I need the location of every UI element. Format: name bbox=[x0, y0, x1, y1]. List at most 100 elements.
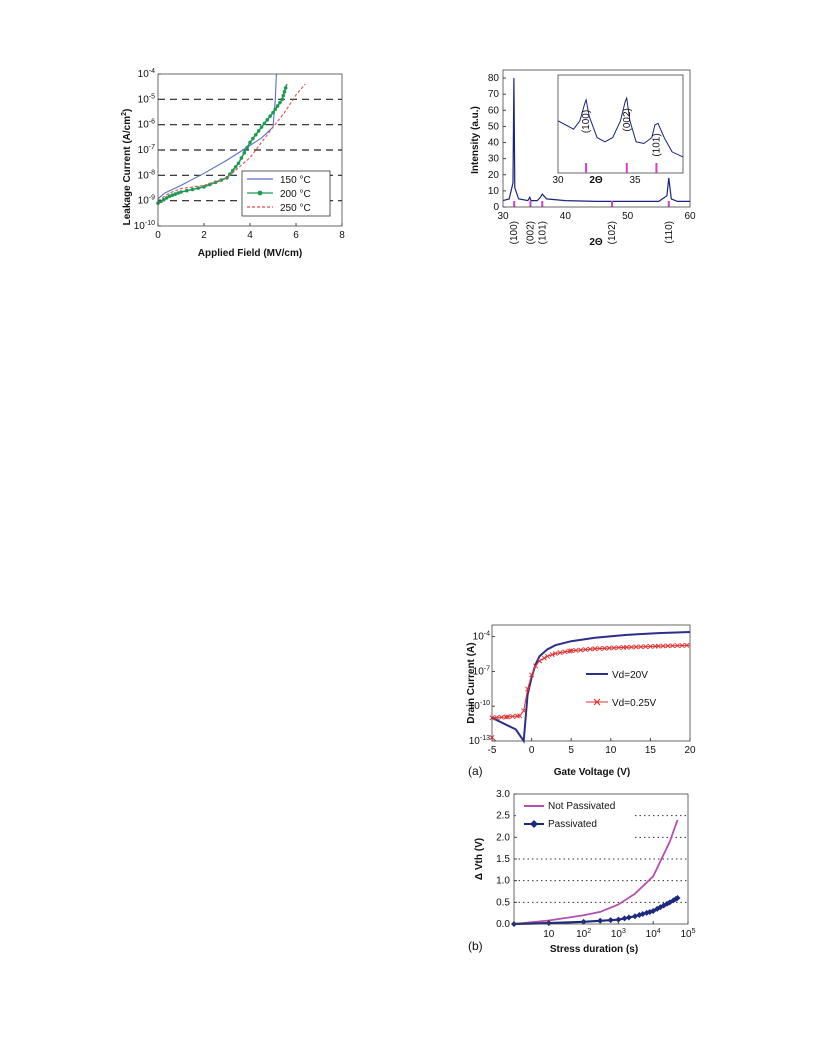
xrd-ytick-label: 40 bbox=[488, 138, 500, 149]
ytick-base: 10 bbox=[138, 170, 150, 181]
leakage-point-200 bbox=[265, 118, 270, 122]
stress-xtick-label: 103 bbox=[611, 928, 626, 940]
ytick-base: 10 bbox=[138, 145, 150, 156]
transfer-series-line-1 bbox=[491, 644, 691, 719]
transfer-marker-x bbox=[624, 644, 630, 650]
stress-marker-diamond bbox=[621, 915, 628, 922]
stress-xtick-label: 105 bbox=[680, 928, 695, 940]
xtick-exponent: 3 bbox=[622, 928, 626, 935]
transfer-xtick-label: 5 bbox=[568, 745, 574, 756]
legend-label-vd025: Vd=0.25V bbox=[612, 698, 657, 709]
ytick-base: 10 bbox=[138, 120, 150, 131]
transfer-marker-x bbox=[647, 643, 653, 649]
ytick-base: 10 bbox=[138, 196, 150, 207]
leakage-ytick-label: 10-8 bbox=[138, 169, 155, 181]
transfer-ytick-label: 10-4 bbox=[473, 631, 490, 643]
transfer-marker-x bbox=[494, 715, 500, 721]
transfer-marker-x bbox=[562, 649, 568, 655]
stress-panel-label: (b) bbox=[468, 939, 483, 953]
stress-series bbox=[511, 819, 681, 927]
leakage-point-200 bbox=[225, 175, 229, 180]
xtick-exponent: 5 bbox=[692, 928, 696, 935]
leakage-point-200 bbox=[256, 129, 261, 133]
leakage-x-ticks: 0 2 4 6 8 bbox=[155, 223, 345, 241]
stress-xtick-label: 10 bbox=[543, 929, 555, 940]
transfer-marker-x bbox=[643, 644, 649, 650]
xrd-ytick-label: 70 bbox=[488, 89, 500, 100]
stress-ytick-label: 0.0 bbox=[496, 919, 510, 930]
transfer-ytick-label: 10-7 bbox=[473, 665, 490, 677]
transfer-marker-x bbox=[679, 642, 685, 648]
xrd-peak-label: (101) bbox=[537, 221, 548, 244]
transfer-marker-x bbox=[537, 658, 543, 664]
xrd-y-axis-label: Intensity (a.u.) bbox=[470, 106, 481, 174]
ytick-exponent: -6 bbox=[149, 119, 155, 126]
transfer-marker-x bbox=[582, 647, 588, 653]
xrd-xtick-label: 60 bbox=[684, 211, 696, 222]
transfer-marker-x bbox=[521, 708, 527, 714]
xrd-ytick-label: 80 bbox=[488, 73, 500, 84]
stress-marker-diamond bbox=[674, 895, 681, 901]
xrd-inset-peak-label: (100) bbox=[581, 110, 592, 133]
leakage-xtick-label: 6 bbox=[293, 230, 299, 241]
transfer-ytick-label: 10-10 bbox=[469, 700, 490, 712]
stress-marker-diamond bbox=[666, 899, 673, 906]
xrd-inset-line bbox=[557, 96, 684, 158]
leakage-point-200 bbox=[268, 114, 272, 119]
legend-label-200: 200 °C bbox=[280, 189, 311, 200]
stress-ytick-label: 2.5 bbox=[496, 811, 510, 822]
xrd-peak-label: (100) bbox=[509, 221, 520, 244]
leakage-point-200 bbox=[239, 156, 244, 160]
transfer-marker-x bbox=[633, 644, 639, 650]
stress-grid bbox=[514, 815, 688, 903]
transfer-marker-x bbox=[601, 645, 607, 651]
transfer-marker-x bbox=[578, 647, 584, 653]
transfer-marker-x bbox=[670, 643, 676, 649]
stress-y-axis-label: Δ Vth (V) bbox=[474, 838, 485, 880]
leakage-point-200 bbox=[202, 185, 206, 189]
transfer-series-line-0 bbox=[491, 631, 691, 744]
ytick-exponent: -8 bbox=[149, 169, 155, 176]
transfer-marker-x bbox=[597, 645, 603, 652]
ytick-base: 10 bbox=[473, 632, 485, 643]
ytick-exponent: -4 bbox=[484, 631, 490, 638]
leakage-point-200 bbox=[233, 165, 238, 169]
xrd-x-ticks: 30 40 50 60 bbox=[497, 211, 696, 222]
transfer-marker-x bbox=[503, 714, 509, 720]
leakage-point-200 bbox=[259, 125, 264, 129]
transfer-marker-x bbox=[628, 644, 634, 650]
xrd-ytick-label: 0 bbox=[493, 202, 499, 213]
leakage-ytick-label: 10-4 bbox=[138, 68, 155, 80]
transfer-legend: Vd=20V Vd=0.25V bbox=[586, 670, 657, 709]
xtick-base: 10 bbox=[680, 929, 692, 940]
ytick-exponent: -9 bbox=[149, 195, 155, 202]
transfer-xtick-label: 15 bbox=[645, 745, 657, 756]
xtick-base: 10 bbox=[611, 929, 623, 940]
xrd-ytick-label: 60 bbox=[488, 105, 500, 116]
transfer-marker-x bbox=[665, 643, 671, 649]
xrd-series bbox=[502, 78, 690, 202]
transfer-xtick-label: 0 bbox=[529, 745, 535, 756]
transfer-marker-x bbox=[525, 686, 531, 692]
transfer-marker-x bbox=[684, 642, 690, 648]
stress-x-ticks: 10 102 103 104 105 bbox=[543, 921, 696, 940]
leakage-point-200 bbox=[184, 188, 189, 193]
leakage-point-200 bbox=[280, 97, 284, 102]
stress-marker-diamond bbox=[650, 908, 657, 914]
xrd-inset-peak-labels: (100) (002) (101) bbox=[581, 108, 662, 157]
stress-ytick-label: 1.5 bbox=[496, 854, 510, 865]
leakage-series-line-2 bbox=[157, 83, 306, 202]
leakage-point-200 bbox=[196, 186, 201, 190]
transfer-marker-x bbox=[552, 650, 558, 657]
transfer-marker-x bbox=[674, 643, 680, 649]
stress-marker-diamond bbox=[660, 902, 667, 909]
xrd-peak-labels: (100) (002) (101) (102) (110) bbox=[509, 221, 675, 244]
stress-legend: Not Passivated Passivated bbox=[516, 796, 624, 832]
stress-xtick-label: 104 bbox=[646, 928, 661, 940]
leakage-x-axis-label: Applied Field (MV/cm) bbox=[198, 248, 302, 259]
leakage-point-200 bbox=[190, 187, 195, 192]
xrd-peak-label: (102) bbox=[607, 221, 618, 244]
ytick-exponent: -10 bbox=[480, 700, 490, 707]
